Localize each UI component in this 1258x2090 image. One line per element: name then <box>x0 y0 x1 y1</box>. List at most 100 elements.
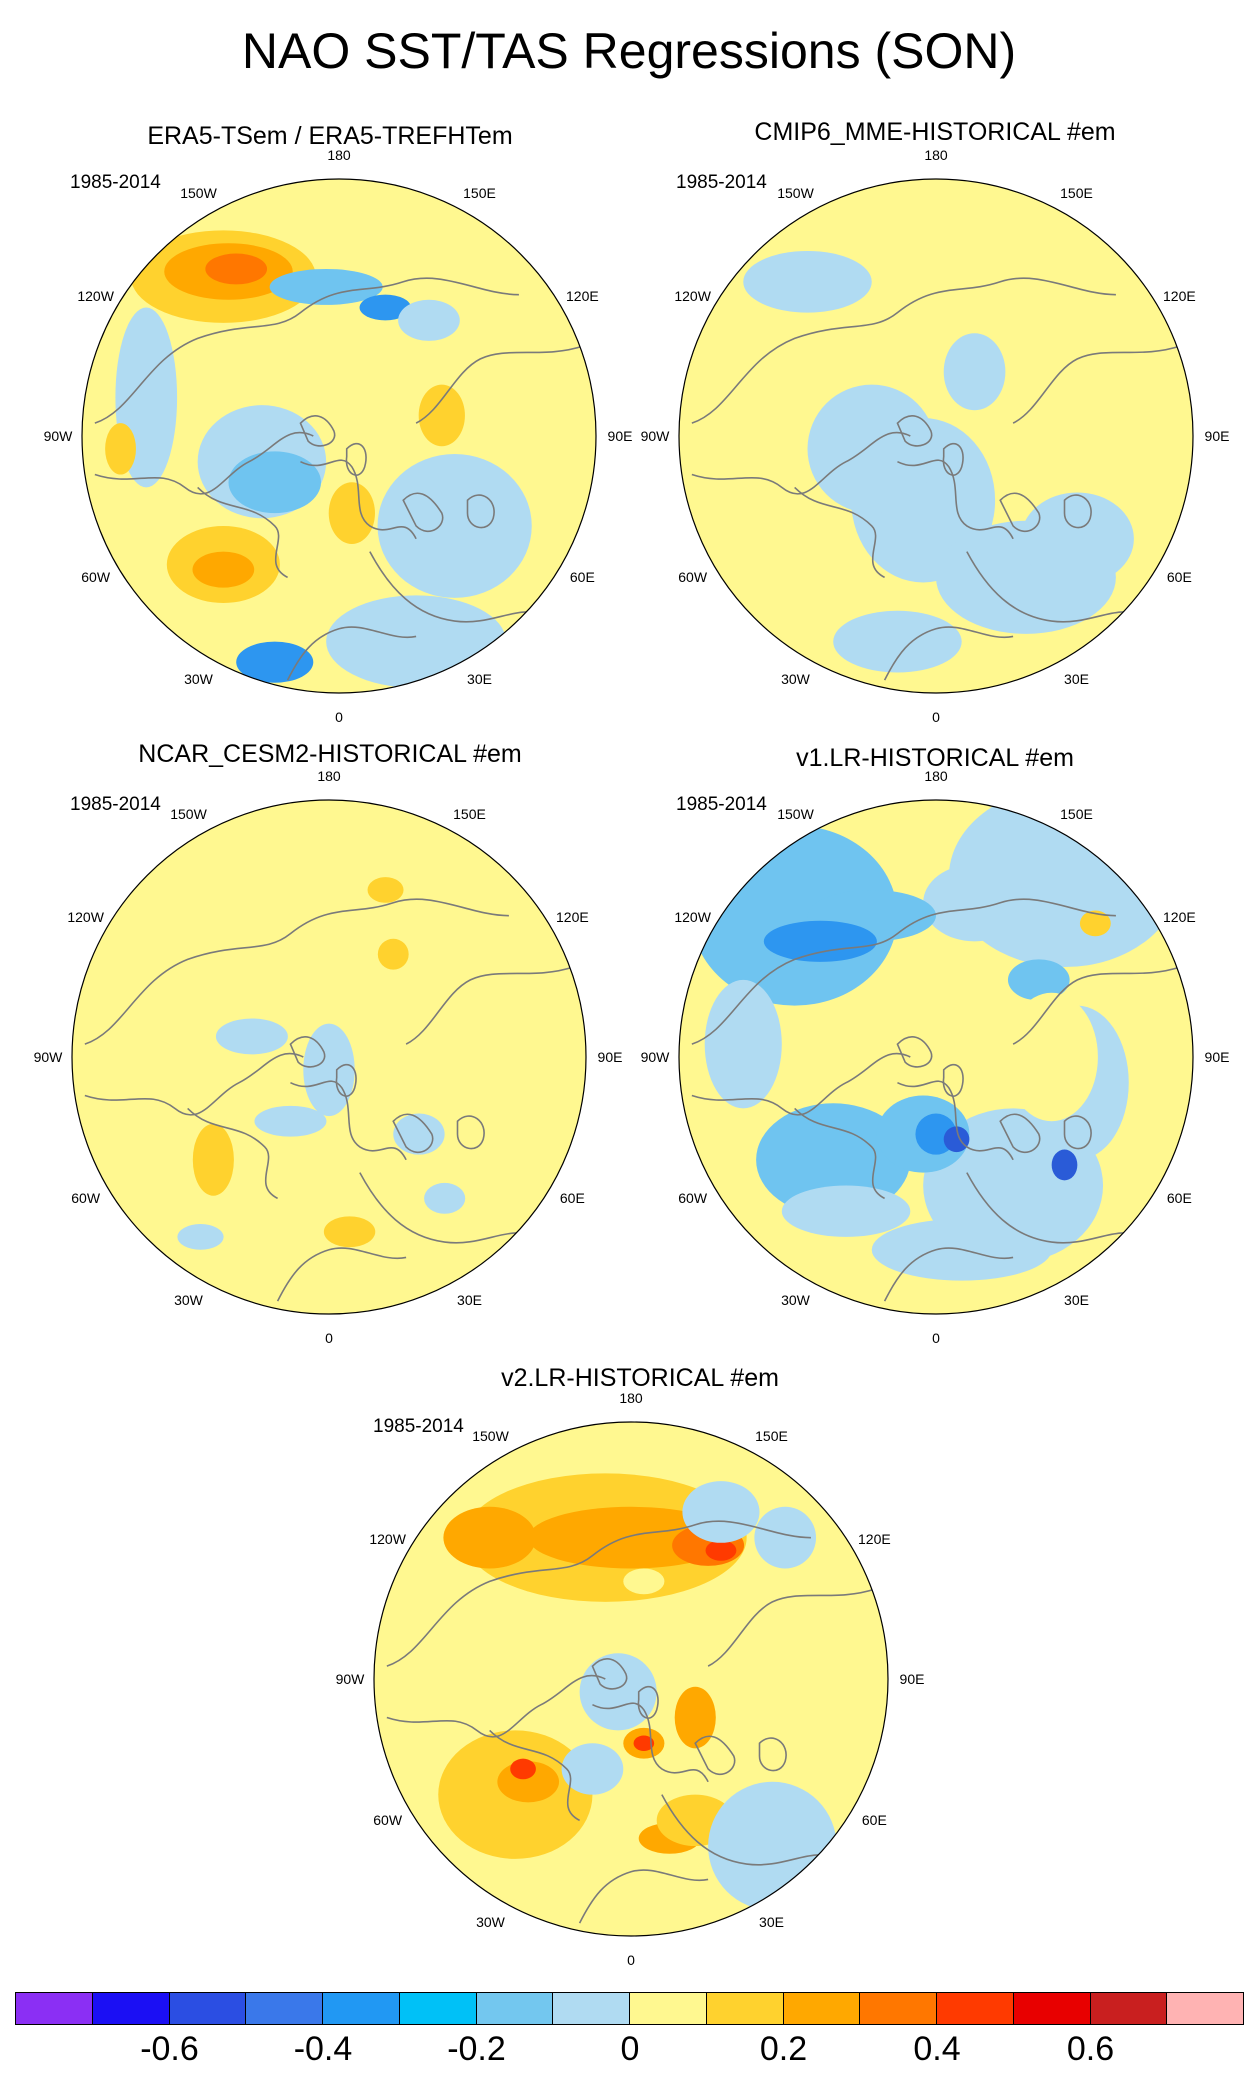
anomaly-region <box>359 294 411 321</box>
field-layer <box>679 179 1193 693</box>
anomaly-region <box>943 1126 970 1153</box>
lon-label-left: 90W <box>640 428 670 444</box>
field-layer <box>679 800 1193 1314</box>
lon-label-mid-upper-left: 120W <box>369 1530 406 1547</box>
coastline <box>896 1036 933 1068</box>
panel-title-era5: ERA5-TSem / ERA5-TREFHTem <box>147 122 513 150</box>
anomaly-region <box>705 1540 737 1561</box>
lon-label-upper-right: 150E <box>463 184 496 201</box>
panel-period-cmip6-mme: 1985-2014 <box>676 172 767 193</box>
lon-label-mid-upper-right: 120E <box>555 908 589 925</box>
colorbar-tick-label: -0.2 <box>447 2030 506 2068</box>
anomaly-region <box>254 1105 327 1137</box>
polar-map-cmip6-mme <box>678 178 1194 694</box>
anomaly-region <box>323 1216 376 1248</box>
lon-label-mid-lower-right: 60E <box>1166 568 1192 585</box>
anomaly-region <box>633 1735 655 1751</box>
lon-label-left: 90W <box>640 1049 670 1065</box>
anomaly-region <box>215 1018 288 1055</box>
lon-label-lower-left: 30W <box>781 671 810 688</box>
coastline <box>1063 494 1092 529</box>
lon-label-right: 90E <box>1204 428 1230 444</box>
field-layer <box>72 800 586 1314</box>
coastline <box>794 486 885 579</box>
anomaly-region <box>754 1506 817 1569</box>
anomaly-region <box>424 1182 466 1214</box>
coastline <box>289 1036 326 1068</box>
coastline <box>883 1247 1014 1302</box>
coastline <box>942 442 964 476</box>
anomaly-region <box>943 333 1006 411</box>
lon-label-right: 90E <box>597 1049 623 1065</box>
lon-label-upper-right: 150E <box>453 805 486 822</box>
coastline <box>300 459 417 540</box>
lon-label-mid-lower-right: 60E <box>569 568 595 585</box>
coastline <box>405 966 574 1045</box>
coastline <box>187 1107 278 1200</box>
coastline <box>386 1674 606 1738</box>
coastline <box>456 1115 485 1150</box>
coastline <box>942 1063 964 1097</box>
anomaly-region <box>105 423 136 475</box>
colorbar-tick-label: 0 <box>620 2030 640 2068</box>
lon-label-upper-left: 150W <box>777 805 814 822</box>
panel-period-era5: 1985-2014 <box>70 172 161 193</box>
colorbar-swatch <box>15 1992 93 2025</box>
lon-label-mid-lower-left: 60W <box>678 568 708 585</box>
anomaly-region <box>763 920 877 962</box>
coastline <box>897 1080 1014 1161</box>
lon-label-top: 180 <box>317 768 341 784</box>
coastlines <box>691 277 1181 681</box>
lon-label-lower-right: 30E <box>1064 671 1089 688</box>
coastline <box>694 1735 736 1775</box>
coastline <box>1012 345 1181 424</box>
anomaly-region <box>781 1185 911 1237</box>
coastline <box>999 492 1041 532</box>
coastline <box>1063 1115 1092 1150</box>
colorbar-swatch <box>552 1992 630 2025</box>
lon-label-right: 90E <box>607 428 633 444</box>
lon-label-lower-right: 30E <box>467 671 492 688</box>
colorbar-tick-label: -0.4 <box>293 2030 353 2068</box>
lon-label-lower-right: 30E <box>1064 1292 1089 1309</box>
coastline <box>84 898 509 1045</box>
lon-label-mid-upper-left: 120W <box>77 287 114 304</box>
polar-map-v1-lr <box>678 799 1194 1315</box>
lon-label-mid-lower-right: 60E <box>1166 1189 1192 1206</box>
coastline <box>691 277 1116 424</box>
lon-label-top: 180 <box>619 1390 643 1406</box>
colorbar-swatch <box>936 1992 1014 2025</box>
colorbar-swatch <box>1089 1992 1168 2025</box>
map-border <box>71 799 587 1315</box>
lon-label-lower-left: 30W <box>476 1914 505 1931</box>
lon-label-mid-lower-left: 60W <box>81 568 111 585</box>
lon-label-mid-lower-left: 60W <box>678 1189 708 1206</box>
anomaly-region <box>1079 910 1111 937</box>
colorbar-tick-label: 0.2 <box>759 2030 808 2068</box>
lon-label-mid-lower-right: 60E <box>861 1811 887 1828</box>
colorbar-swatch <box>398 1992 477 2025</box>
coastline <box>758 1737 787 1772</box>
lon-label-lower-right: 30E <box>457 1292 482 1309</box>
colorbar-swatch <box>245 1992 323 2025</box>
polar-map-ncar-cesm2 <box>71 799 587 1315</box>
lon-label-bottom: 0 <box>627 1952 635 1968</box>
anomaly-region <box>923 864 1026 942</box>
coastline <box>896 415 933 447</box>
polar-map-v2-lr <box>373 1421 889 1937</box>
anomaly-region <box>192 551 255 588</box>
coastline <box>392 1113 434 1153</box>
panel-period-v2-lr: 1985-2014 <box>373 1416 464 1437</box>
colorbar-swatch <box>859 1992 937 2025</box>
lon-label-mid-lower-right: 60E <box>559 1189 585 1206</box>
lon-label-mid-upper-left: 120W <box>674 287 711 304</box>
coastline <box>466 494 495 529</box>
lon-label-left: 90W <box>43 428 73 444</box>
map-border <box>678 799 1194 1315</box>
colorbar-swatch <box>168 1992 247 2025</box>
lon-label-top: 180 <box>924 768 948 784</box>
coastline <box>276 1247 407 1302</box>
anomaly-region <box>1051 1149 1078 1181</box>
lon-label-upper-left: 150W <box>472 1427 509 1444</box>
lon-label-upper-right: 150E <box>755 1427 788 1444</box>
